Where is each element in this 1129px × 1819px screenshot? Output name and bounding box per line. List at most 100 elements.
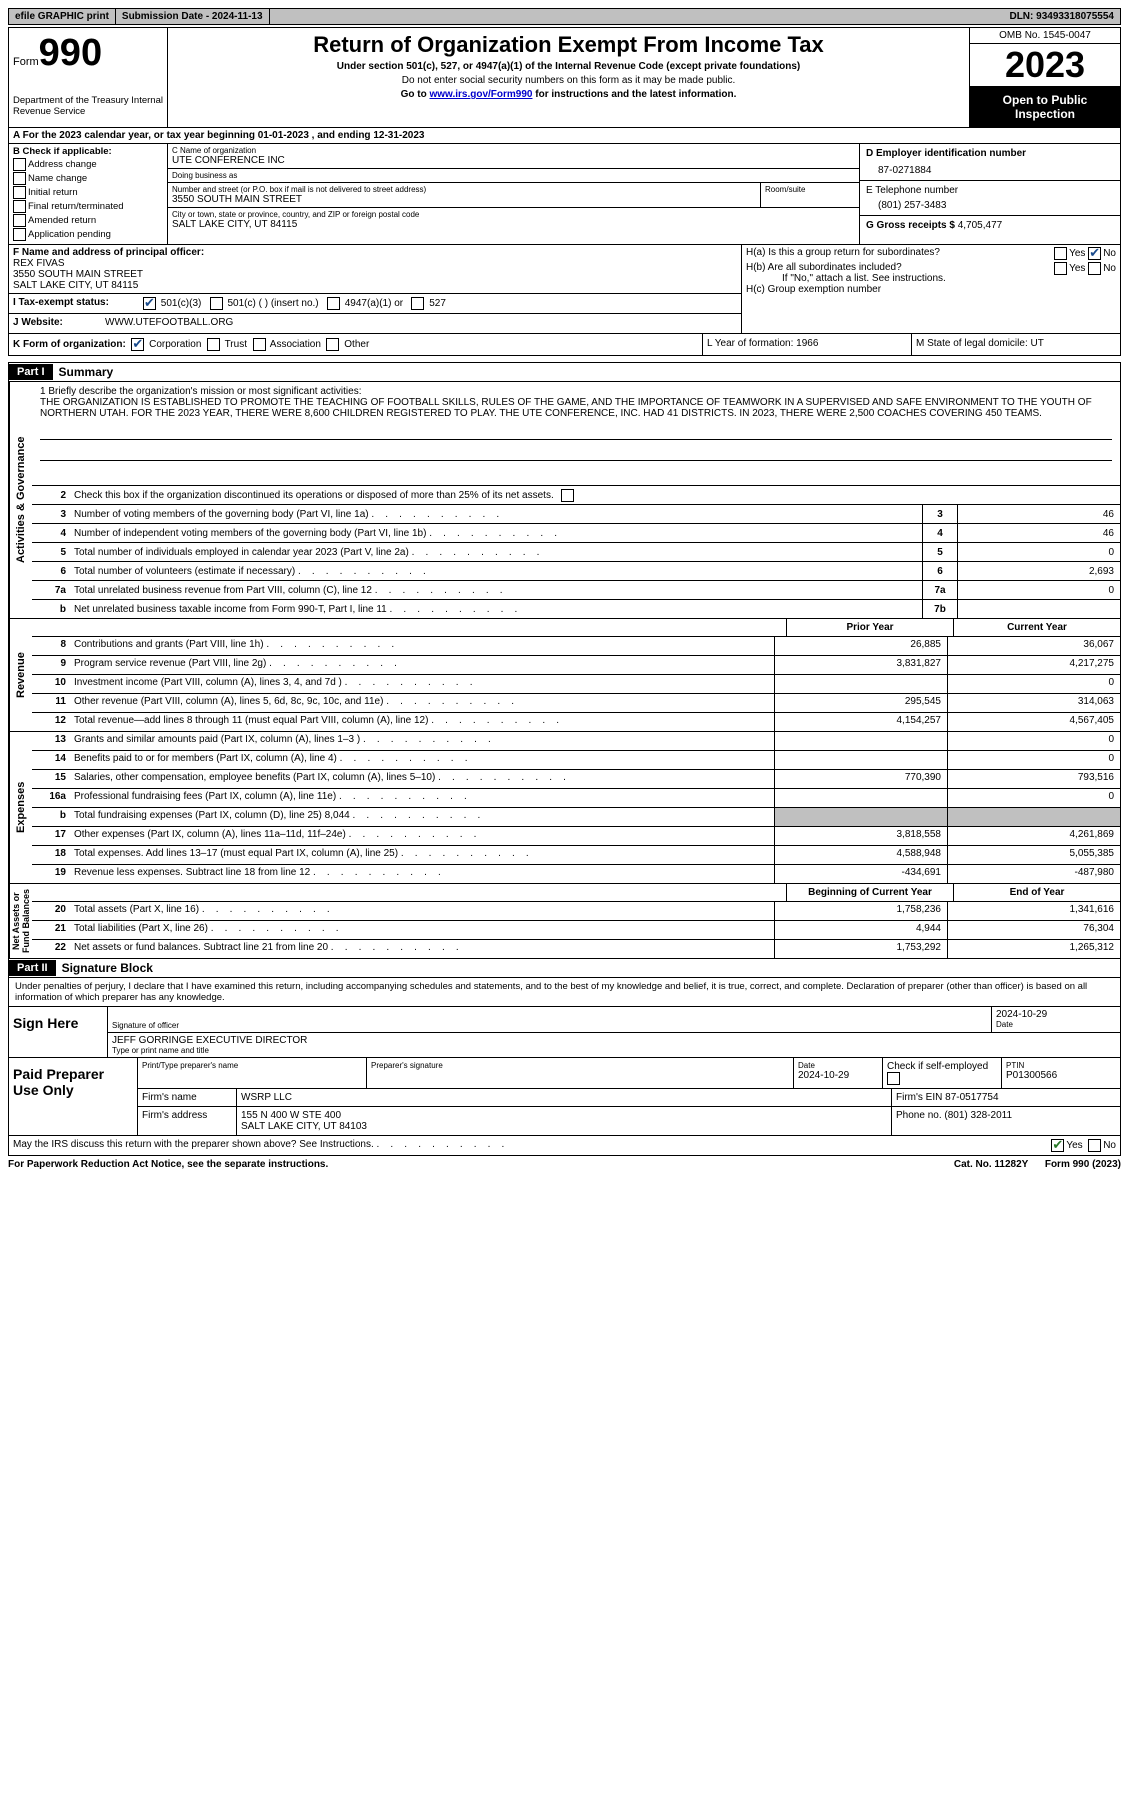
revenue-body: Prior Year Current Year 8 Contributions … <box>32 619 1120 731</box>
room-lbl: Room/suite <box>765 185 855 194</box>
line-22: 22 Net assets or fund balances. Subtract… <box>32 940 1120 958</box>
line-b: b Total fundraising expenses (Part IX, c… <box>32 808 1120 827</box>
chk-discuss-no[interactable] <box>1088 1139 1101 1152</box>
prep-sig-cell: Preparer's signature <box>367 1058 794 1088</box>
tax-status-row: I Tax-exempt status: 501(c)(3) 501(c) ( … <box>9 293 741 313</box>
irs-link[interactable]: www.irs.gov/Form990 <box>429 89 532 100</box>
vert-netassets: Net Assets orFund Balances <box>9 884 32 958</box>
sig-officer-lbl: Signature of officer <box>112 1021 987 1030</box>
officer-addr1: 3550 SOUTH MAIN STREET <box>13 269 737 280</box>
netassets-section: Net Assets orFund Balances Beginning of … <box>9 883 1120 958</box>
city-cell: City or town, state or province, country… <box>168 208 859 232</box>
hb-no[interactable] <box>1088 262 1101 275</box>
chk-amended-return[interactable]: Amended return <box>13 214 163 227</box>
mission-lbl: 1 Briefly describe the organization's mi… <box>40 386 1112 397</box>
chk-association[interactable] <box>253 338 266 351</box>
bottom-right: Cat. No. 11282Y Form 990 (2023) <box>954 1159 1121 1170</box>
org-name-cell: C Name of organization UTE CONFERENCE IN… <box>168 144 859 169</box>
efile-label: efile GRAPHIC print <box>9 9 116 24</box>
tax-year: 2023 <box>970 44 1120 87</box>
street: 3550 SOUTH MAIN STREET <box>172 194 756 205</box>
tel-cell: E Telephone number (801) 257-3483 <box>860 181 1120 216</box>
sig-line-1: Signature of officer 2024-10-29 Date <box>108 1007 1120 1033</box>
line-8: 8 Contributions and grants (Part VIII, l… <box>32 637 1120 656</box>
hb-text: H(b) Are all subordinates included? <box>746 262 902 273</box>
ha-no[interactable] <box>1088 247 1101 260</box>
hb-yes[interactable] <box>1054 262 1067 275</box>
org-name: UTE CONFERENCE INC <box>172 155 855 166</box>
firm-addr: 155 N 400 W STE 400 SALT LAKE CITY, UT 8… <box>237 1107 892 1135</box>
m-cell: M State of legal domicile: UT <box>912 334 1120 355</box>
officer-name: REX FIVAS <box>13 258 737 269</box>
sign-right: Signature of officer 2024-10-29 Date JEF… <box>108 1007 1120 1057</box>
sub3-post: for instructions and the latest informat… <box>532 89 736 100</box>
gov-body: 1 Briefly describe the organization's mi… <box>32 382 1120 618</box>
chk-final-return[interactable]: Final return/terminated <box>13 200 163 213</box>
blank-line-2 <box>40 440 1112 461</box>
line-10: 10 Investment income (Part VIII, column … <box>32 675 1120 694</box>
firm-ein-cell: Firm's EIN 87-0517754 <box>892 1089 1120 1106</box>
chk-discuss-yes[interactable] <box>1051 1139 1064 1152</box>
chk-501c3[interactable] <box>143 297 156 310</box>
chk-name-change[interactable]: Name change <box>13 172 163 185</box>
chk-corporation[interactable] <box>131 338 144 351</box>
tax-status-opts: 501(c)(3) 501(c) ( ) (insert no.) 4947(a… <box>143 297 446 310</box>
part2: Part II Signature Block Under penalties … <box>8 959 1121 1156</box>
col-f: F Name and address of principal officer:… <box>9 245 742 333</box>
chk-line2[interactable] <box>561 489 574 502</box>
vert-activities: Activities & Governance <box>9 382 32 618</box>
col-b-title: B Check if applicable: <box>13 146 163 157</box>
chk-501c[interactable] <box>210 297 223 310</box>
chk-527[interactable] <box>411 297 424 310</box>
line-11: 11 Other revenue (Part VIII, column (A),… <box>32 694 1120 713</box>
section-bc: B Check if applicable: Address change Na… <box>8 144 1121 245</box>
firm-name-lbl: Firm's name <box>138 1089 237 1106</box>
sig-date-lbl: Date <box>996 1020 1116 1029</box>
hc-text: H(c) Group exemption number <box>746 284 1116 295</box>
line-15: 15 Salaries, other compensation, employe… <box>32 770 1120 789</box>
chk-4947[interactable] <box>327 297 340 310</box>
chk-trust[interactable] <box>207 338 220 351</box>
cat-no: Cat. No. 11282Y <box>954 1159 1028 1170</box>
prep-line-1: Print/Type preparer's name Preparer's si… <box>138 1058 1120 1089</box>
col-current: Current Year <box>953 619 1120 636</box>
part1-title-row: Part I Summary <box>9 363 1120 382</box>
part1-title: Summary <box>53 363 120 381</box>
ptin-cell: PTINP01300566 <box>1002 1058 1120 1088</box>
form-title: Return of Organization Exempt From Incom… <box>172 32 965 58</box>
hb-row: H(b) Are all subordinates included? Yes … <box>746 262 1116 273</box>
mission-box: 1 Briefly describe the organization's mi… <box>32 382 1120 486</box>
section-fh: F Name and address of principal officer:… <box>8 245 1121 334</box>
col-b: B Check if applicable: Address change Na… <box>9 144 168 244</box>
col-h: H(a) Is this a group return for subordin… <box>742 245 1120 333</box>
sig-date-cell: 2024-10-29 Date <box>992 1007 1120 1032</box>
sig-date: 2024-10-29 <box>996 1009 1116 1020</box>
line-6: 6 Total number of volunteers (estimate i… <box>32 562 1120 581</box>
officer-printed: JEFF GORRINGE EXECUTIVE DIRECTOR <box>112 1035 1116 1046</box>
part2-header: Part II <box>9 960 56 976</box>
line-17: 17 Other expenses (Part IX, column (A), … <box>32 827 1120 846</box>
chk-other[interactable] <box>326 338 339 351</box>
chk-initial-return[interactable]: Initial return <box>13 186 163 199</box>
header-left: Form990 Department of the Treasury Inter… <box>9 28 168 127</box>
chk-address-change[interactable]: Address change <box>13 158 163 171</box>
part1: Part I Summary Activities & Governance 1… <box>8 362 1121 959</box>
website-lbl: J Website: <box>13 317 105 328</box>
street-row: Number and street (or P.O. box if mail i… <box>168 183 859 208</box>
tax-status-lbl: I Tax-exempt status: <box>13 297 143 310</box>
irs-discuss-row: May the IRS discuss this return with the… <box>9 1135 1120 1155</box>
public-inspection: Open to Public Inspection <box>970 87 1120 127</box>
col-begin: Beginning of Current Year <box>786 884 953 901</box>
gross-lbl: G Gross receipts $ <box>866 220 955 231</box>
ha-yes[interactable] <box>1054 247 1067 260</box>
bottom-line: For Paperwork Reduction Act Notice, see … <box>8 1156 1121 1173</box>
net-body: Beginning of Current Year End of Year 20… <box>32 884 1120 958</box>
dba-cell: Doing business as <box>168 169 859 183</box>
tel-lbl: E Telephone number <box>866 185 1114 196</box>
dln: DLN: 93493318075554 <box>1003 9 1120 24</box>
l-cell: L Year of formation: 1966 <box>703 334 912 355</box>
chk-self-employed[interactable] <box>887 1072 900 1085</box>
chk-app-pending[interactable]: Application pending <box>13 228 163 241</box>
col-c: C Name of organization UTE CONFERENCE IN… <box>168 144 860 244</box>
omb-number: OMB No. 1545-0047 <box>970 28 1120 44</box>
